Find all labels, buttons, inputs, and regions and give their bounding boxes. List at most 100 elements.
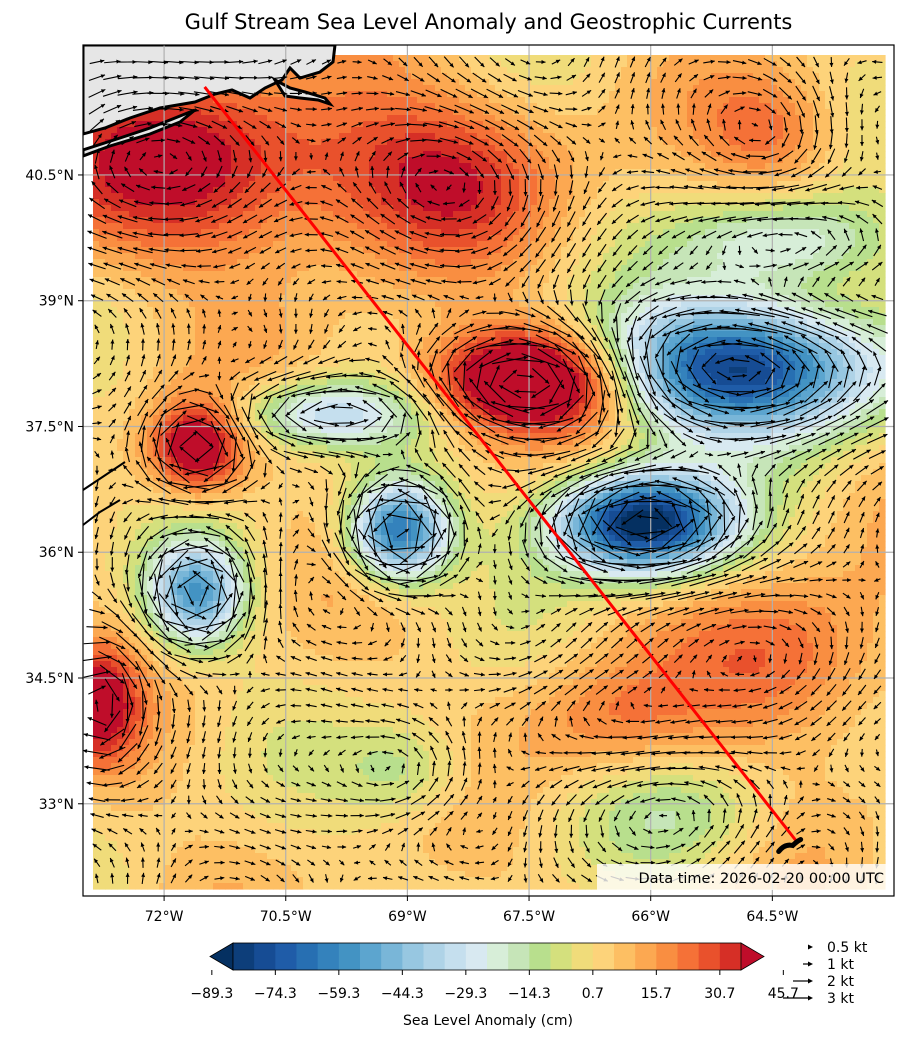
sla-cell [399, 79, 406, 86]
sla-cell [255, 193, 262, 200]
sla-cell [237, 235, 244, 242]
sla-cell [747, 193, 754, 200]
sla-cell [441, 151, 448, 158]
sla-cell [99, 217, 106, 224]
sla-cell [723, 277, 730, 284]
sla-cell [459, 217, 466, 224]
sla-cell [645, 133, 652, 140]
sla-cell [693, 223, 700, 230]
sla-cell [405, 115, 412, 122]
sla-cell [345, 271, 352, 278]
sla-cell [639, 133, 646, 140]
sla-cell [423, 133, 430, 140]
sla-cell [207, 151, 214, 158]
sla-cell [375, 73, 382, 80]
sla-cell [621, 175, 628, 182]
sla-cell [579, 163, 586, 170]
sla-cell [351, 223, 358, 230]
sla-cell [759, 115, 766, 122]
sla-cell [429, 139, 436, 146]
sla-cell [387, 235, 394, 242]
sla-cell [609, 97, 616, 104]
sla-cell [549, 55, 556, 62]
sla-cell [519, 67, 526, 74]
sla-cell [357, 55, 364, 62]
sla-cell [465, 223, 472, 230]
sla-cell [315, 145, 322, 152]
sla-cell [321, 169, 328, 176]
sla-cell [369, 103, 376, 110]
sla-cell [795, 97, 802, 104]
sla-cell [729, 163, 736, 170]
sla-cell [141, 253, 148, 260]
sla-cell [735, 109, 742, 116]
sla-cell [387, 103, 394, 110]
sla-cell [357, 253, 364, 260]
sla-cell [741, 253, 748, 260]
sla-cell [561, 223, 568, 230]
sla-cell [423, 121, 430, 128]
sla-cell [141, 205, 148, 212]
sla-cell [807, 217, 814, 224]
sla-cell [393, 121, 400, 128]
sla-cell [429, 229, 436, 236]
sla-cell [855, 103, 862, 110]
sla-cell [213, 175, 220, 182]
sla-cell [693, 181, 700, 188]
sla-cell [771, 139, 778, 146]
sla-cell [777, 163, 784, 170]
sla-cell [243, 163, 250, 170]
sla-cell [93, 205, 100, 212]
sla-cell [459, 277, 466, 284]
sla-cell [465, 277, 472, 284]
sla-cell [879, 127, 886, 134]
sla-cell [315, 85, 322, 92]
sla-cell [591, 235, 598, 242]
sla-cell [201, 181, 208, 188]
sla-cell [357, 247, 364, 254]
sla-cell [609, 103, 616, 110]
sla-cell [351, 241, 358, 248]
sla-cell [321, 73, 328, 80]
sla-cell [549, 265, 556, 272]
sla-cell [243, 199, 250, 206]
sla-cell [429, 181, 436, 188]
sla-cell [363, 115, 370, 122]
sla-cell [279, 175, 286, 182]
sla-cell [267, 205, 274, 212]
sla-cell [339, 241, 346, 248]
sla-cell [279, 241, 286, 248]
sla-cell [339, 199, 346, 206]
sla-cell [471, 79, 478, 86]
sla-cell [669, 145, 676, 152]
sla-cell [345, 163, 352, 170]
sla-cell [345, 151, 352, 158]
sla-cell [357, 199, 364, 206]
sla-cell [879, 133, 886, 140]
sla-cell [201, 217, 208, 224]
sla-cell [231, 127, 238, 134]
sla-cell [279, 271, 286, 278]
sla-cell [585, 199, 592, 206]
sla-cell [669, 61, 676, 68]
sla-cell [153, 193, 160, 200]
sla-cell [399, 97, 406, 104]
sla-cell [585, 175, 592, 182]
sla-cell [645, 79, 652, 86]
sla-cell [615, 91, 622, 98]
sla-cell [141, 265, 148, 272]
sla-cell [543, 85, 550, 92]
sla-cell [639, 259, 646, 266]
sla-cell [603, 223, 610, 230]
sla-cell [669, 193, 676, 200]
sla-cell [771, 169, 778, 176]
sla-cell [213, 115, 220, 122]
sla-cell [783, 109, 790, 116]
sla-cell [525, 169, 532, 176]
sla-cell [207, 223, 214, 230]
sla-cell [291, 193, 298, 200]
sla-cell [453, 115, 460, 122]
sla-cell [381, 193, 388, 200]
sla-cell [267, 127, 274, 134]
sla-cell [459, 139, 466, 146]
